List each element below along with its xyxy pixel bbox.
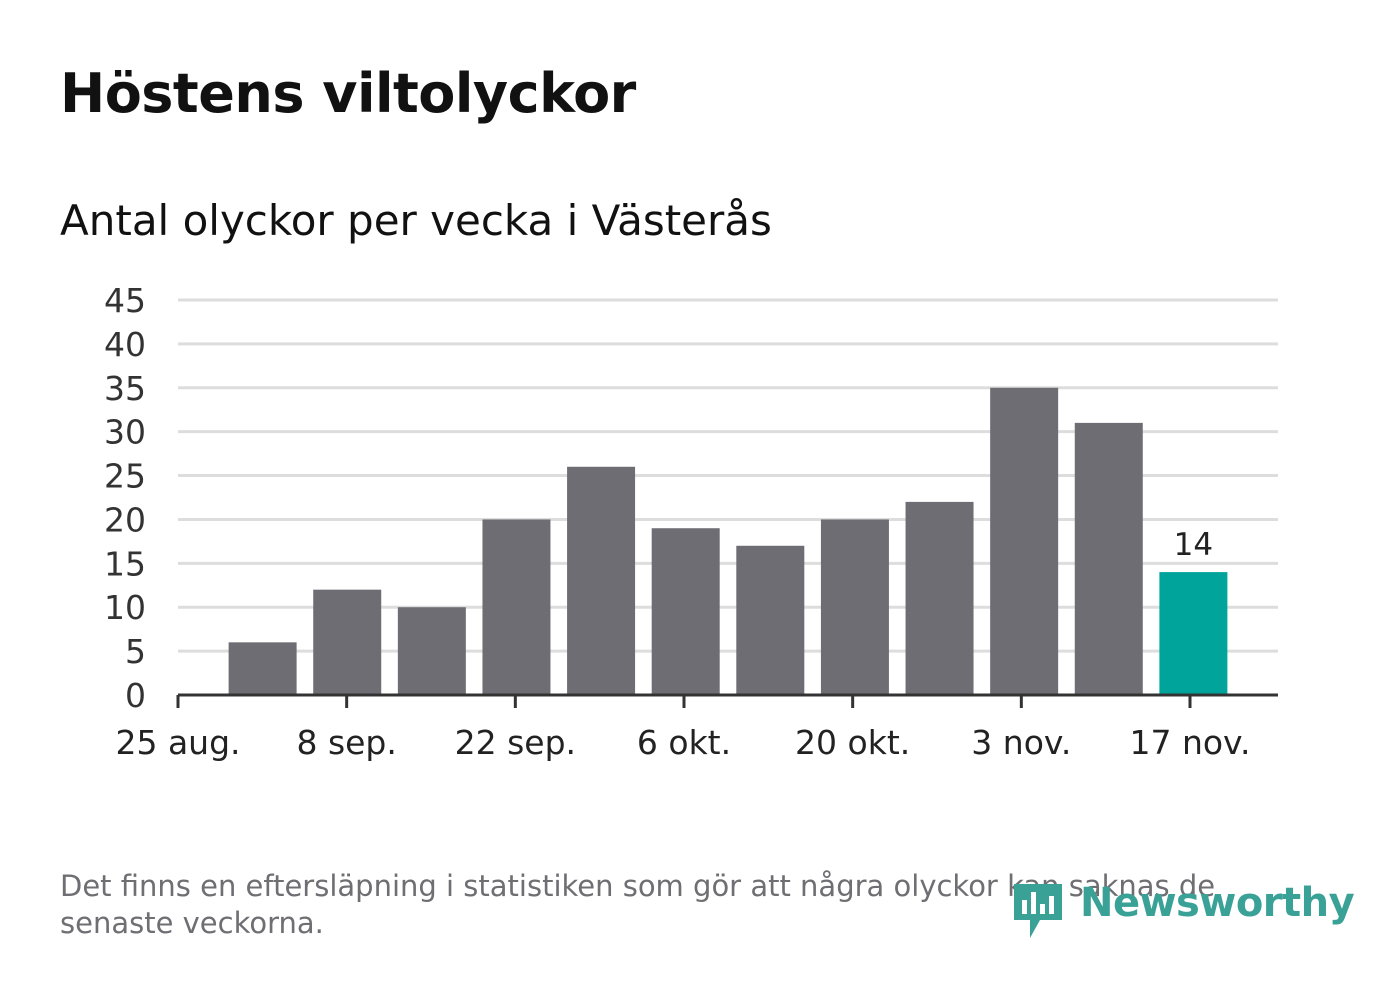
y-tick-label: 40 bbox=[104, 325, 146, 364]
y-tick-label: 0 bbox=[125, 676, 146, 715]
newsworthy-logo-text: Newsworthy bbox=[1080, 880, 1355, 926]
bar-v41 bbox=[736, 545, 805, 695]
bar-v39 bbox=[567, 466, 636, 695]
y-tick-label: 45 bbox=[104, 281, 146, 320]
x-axis: 25 aug. 8 sep. 22 sep. 6 okt. 20 okt. 3 nov. 1… bbox=[115, 693, 1278, 762]
bar-v42 bbox=[820, 519, 889, 695]
y-tick-label: 25 bbox=[104, 457, 146, 496]
chart-subtitle: Antal olyckor per vecka i Västerås bbox=[60, 196, 772, 245]
x-tick-label: 25 aug. bbox=[115, 723, 240, 762]
bar-chart: 0 5 10 15 20 25 30 35 40 45 14 25 aug. 8 sep. 22 se… bbox=[104, 281, 1278, 762]
x-tick-label: 6 okt. bbox=[637, 723, 731, 762]
y-tick-label: 20 bbox=[104, 500, 146, 539]
bar-v38 bbox=[482, 519, 551, 695]
bar-v36 bbox=[313, 589, 382, 695]
bar-v46 bbox=[1159, 572, 1228, 695]
x-tick-label: 8 sep. bbox=[296, 723, 396, 762]
data-labels: 14 bbox=[1174, 527, 1213, 563]
bar-v43 bbox=[905, 501, 974, 695]
x-tick-label: 20 okt. bbox=[795, 723, 910, 762]
bars bbox=[228, 387, 1228, 695]
bar-v35 bbox=[228, 642, 297, 695]
chart-title: Höstens viltolyckor bbox=[60, 62, 636, 125]
y-tick-label: 15 bbox=[104, 544, 146, 583]
y-tick-label: 10 bbox=[104, 588, 146, 627]
newsworthy-logo-icon bbox=[1014, 884, 1062, 938]
data-label: 14 bbox=[1174, 527, 1213, 563]
bar-v44 bbox=[990, 387, 1059, 695]
bar-v45 bbox=[1074, 422, 1143, 695]
y-tick-label: 30 bbox=[104, 413, 146, 452]
y-axis-ticks: 0 5 10 15 20 25 30 35 40 45 bbox=[104, 281, 146, 715]
bar-v40 bbox=[651, 528, 720, 695]
x-tick-label: 22 sep. bbox=[455, 723, 576, 762]
x-tick-label: 3 nov. bbox=[971, 723, 1071, 762]
y-tick-label: 5 bbox=[125, 632, 146, 671]
x-tick-label: 17 nov. bbox=[1129, 723, 1250, 762]
bar-v37 bbox=[397, 607, 466, 695]
y-tick-label: 35 bbox=[104, 369, 146, 408]
newsworthy-logo: Newsworthy bbox=[1010, 878, 1355, 944]
